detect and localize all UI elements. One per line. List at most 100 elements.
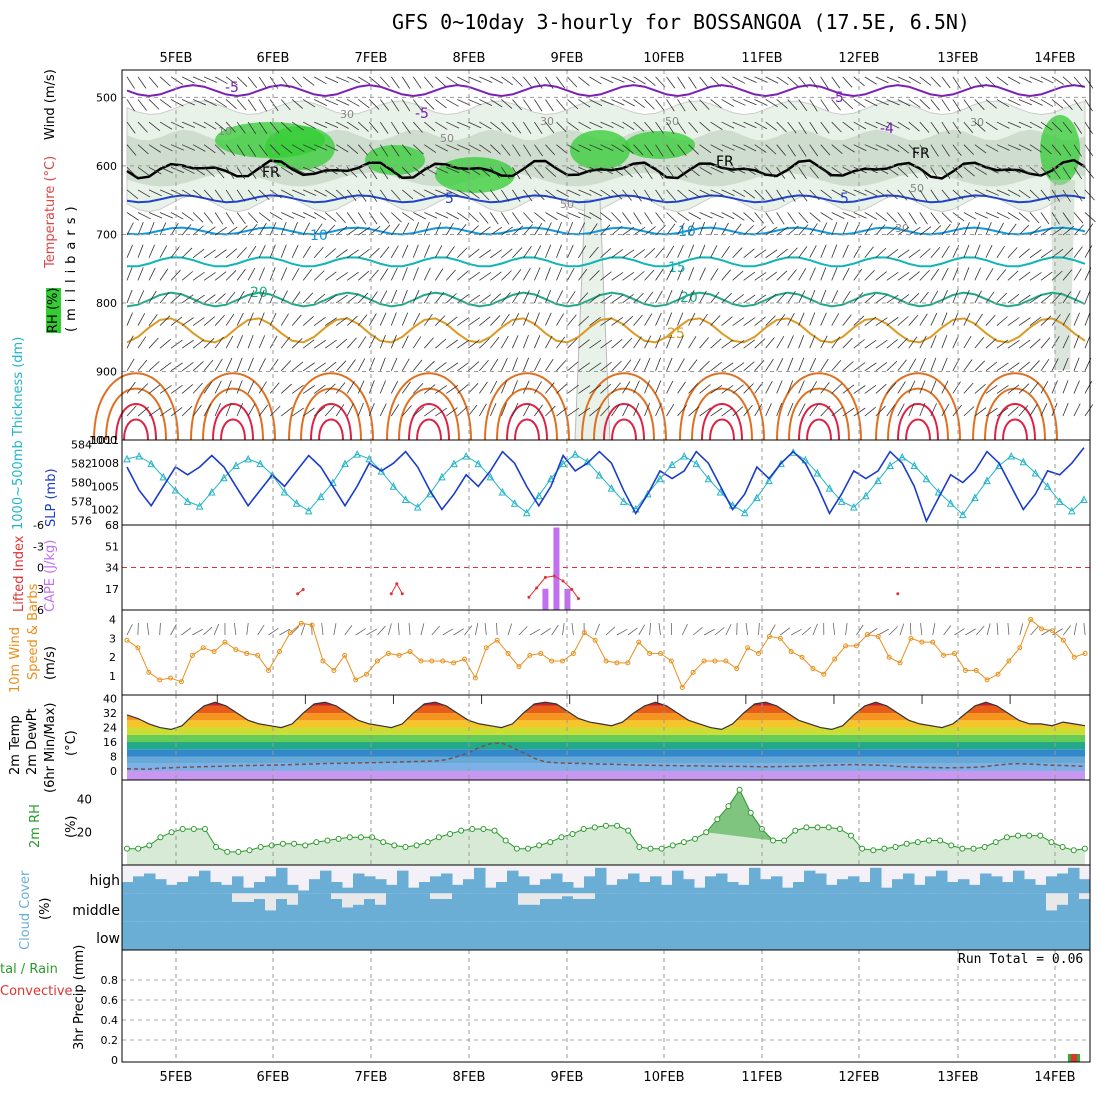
wind-barb bbox=[324, 294, 337, 304]
cloud-clear-cell bbox=[364, 893, 376, 899]
rh-high-blob bbox=[625, 131, 695, 159]
wind-barb bbox=[490, 99, 503, 108]
wind-barb bbox=[137, 189, 151, 198]
rh2m-point bbox=[580, 826, 587, 833]
thickness-marker bbox=[159, 472, 168, 481]
cloud-high-cell bbox=[826, 884, 838, 894]
thickness-marker bbox=[256, 459, 265, 468]
wind10-point bbox=[843, 643, 849, 649]
wind-barb bbox=[434, 268, 444, 281]
wind-barb bbox=[776, 292, 787, 304]
wind-barb bbox=[886, 339, 898, 349]
thickness-marker bbox=[765, 476, 773, 485]
wind-barb bbox=[247, 144, 257, 157]
wind-barb bbox=[236, 290, 245, 304]
wind-barb bbox=[809, 267, 816, 281]
wind10-point bbox=[712, 658, 718, 664]
cloud-middle-cell bbox=[1057, 904, 1069, 922]
wind-barb bbox=[655, 99, 665, 111]
wind-barb bbox=[974, 360, 985, 372]
thickness-marker bbox=[1007, 451, 1016, 460]
wind-barb bbox=[1018, 271, 1031, 281]
cloud-middle-cell bbox=[980, 893, 992, 922]
wind-barb bbox=[225, 380, 232, 394]
wind-barb bbox=[401, 405, 412, 417]
wind-barb bbox=[457, 362, 469, 372]
wind-barb bbox=[688, 212, 702, 220]
wind-barb bbox=[457, 189, 470, 198]
wind-barb bbox=[985, 291, 995, 304]
temp2m-tick-label: 16 bbox=[103, 736, 117, 749]
temp-warm-contour bbox=[190, 372, 276, 441]
cloud-middle-cell bbox=[782, 893, 794, 922]
wind-barb bbox=[886, 317, 899, 326]
wind-barb bbox=[578, 362, 591, 372]
wind-barb bbox=[435, 99, 447, 109]
wind10-barb bbox=[333, 623, 337, 636]
wind-barb bbox=[787, 225, 799, 236]
wind-barb bbox=[302, 362, 315, 372]
rh2m-point bbox=[903, 840, 910, 847]
wind-barb bbox=[721, 339, 734, 349]
wind-barb bbox=[479, 121, 492, 130]
rh2m-point bbox=[168, 829, 175, 836]
rh2m-point bbox=[547, 839, 554, 846]
cloud-low-cell bbox=[1002, 921, 1014, 950]
temp2m-tick-label: 32 bbox=[103, 707, 117, 720]
wind-barb bbox=[809, 289, 816, 304]
wind-barb bbox=[941, 334, 948, 349]
wind-barb bbox=[644, 212, 653, 225]
wind-barb bbox=[401, 76, 411, 89]
wind-barb bbox=[313, 317, 326, 326]
wind-barb bbox=[291, 314, 302, 326]
wind-barb bbox=[688, 244, 695, 258]
wind-barb bbox=[523, 99, 532, 112]
wind-barb bbox=[379, 357, 386, 371]
wind10-point bbox=[451, 660, 457, 666]
cloud-low-cell bbox=[177, 921, 189, 950]
wind-barb bbox=[247, 167, 257, 179]
cloud-middle-cell bbox=[584, 899, 596, 922]
wind-barb bbox=[126, 244, 133, 258]
wind10-barb bbox=[181, 627, 192, 636]
wind10-point bbox=[625, 660, 631, 666]
wind-barb bbox=[1029, 212, 1040, 224]
wind-barb bbox=[236, 403, 244, 417]
wind-barb bbox=[203, 403, 212, 417]
wind-barb bbox=[1007, 99, 1021, 106]
wind-barb bbox=[864, 270, 875, 281]
date-label-top: 9FEB bbox=[551, 51, 584, 66]
wind-barb bbox=[820, 382, 830, 394]
cloud-low-cell bbox=[705, 921, 717, 950]
wind-barb bbox=[556, 99, 566, 111]
wind-barb bbox=[258, 167, 269, 179]
wind-barb bbox=[347, 226, 359, 236]
wind-barb bbox=[1007, 384, 1020, 394]
wind-barb bbox=[732, 121, 746, 128]
rh2m-point bbox=[847, 832, 854, 839]
cloud-high-cell bbox=[155, 879, 167, 894]
wind-barb bbox=[908, 99, 921, 108]
wind-barb bbox=[567, 244, 574, 258]
wind-barb bbox=[523, 144, 532, 157]
wind-barb bbox=[798, 380, 805, 394]
wind-barb bbox=[346, 144, 359, 154]
wind-barb bbox=[479, 359, 489, 372]
wind-barb bbox=[611, 212, 622, 224]
wind-barb bbox=[479, 249, 492, 259]
wind-barb bbox=[479, 144, 492, 154]
cloud-middle-cell bbox=[232, 901, 244, 922]
wind-barb bbox=[897, 144, 910, 154]
wind-barb bbox=[390, 289, 398, 304]
wind-barb bbox=[203, 166, 215, 177]
wind-barb bbox=[435, 338, 447, 349]
thickness-marker bbox=[438, 472, 446, 481]
slp-tick-label: 1002 bbox=[91, 504, 119, 517]
cloud-low-cell bbox=[947, 921, 959, 950]
wind-barb bbox=[170, 144, 185, 151]
temp-contour-label: 5 bbox=[840, 191, 849, 207]
temp-warm-contour bbox=[115, 403, 157, 441]
temp-warm-contour bbox=[691, 387, 753, 441]
date-label-bottom: 6FEB bbox=[257, 1070, 290, 1085]
wind-barb bbox=[600, 99, 614, 106]
